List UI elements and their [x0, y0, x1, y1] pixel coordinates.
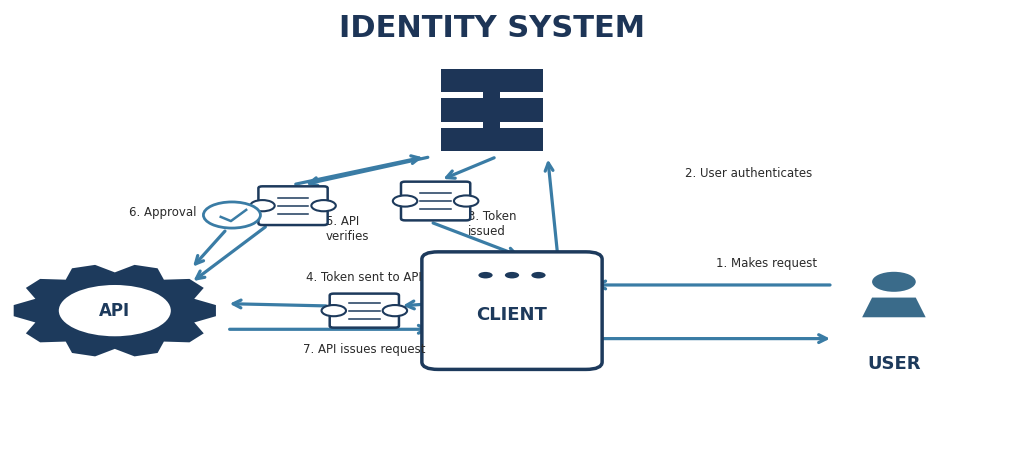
Circle shape: [204, 202, 260, 228]
Circle shape: [322, 305, 346, 316]
Circle shape: [531, 272, 546, 278]
FancyBboxPatch shape: [483, 93, 500, 98]
Circle shape: [393, 195, 418, 207]
Circle shape: [250, 200, 274, 211]
Polygon shape: [13, 265, 216, 356]
FancyBboxPatch shape: [258, 186, 328, 225]
FancyBboxPatch shape: [440, 98, 543, 122]
FancyBboxPatch shape: [483, 122, 500, 128]
Text: USER: USER: [867, 355, 921, 373]
FancyBboxPatch shape: [401, 182, 470, 220]
Circle shape: [505, 272, 519, 278]
FancyBboxPatch shape: [330, 294, 399, 328]
Polygon shape: [862, 297, 926, 317]
Circle shape: [454, 195, 478, 207]
Circle shape: [383, 305, 408, 316]
Text: API: API: [99, 302, 130, 320]
Circle shape: [872, 272, 915, 292]
Circle shape: [58, 285, 171, 336]
Text: 3. Token
issued: 3. Token issued: [468, 211, 517, 238]
FancyBboxPatch shape: [422, 252, 602, 370]
FancyBboxPatch shape: [440, 69, 543, 93]
Text: 5. API
verifies: 5. API verifies: [326, 215, 369, 243]
Text: IDENTITY SYSTEM: IDENTITY SYSTEM: [339, 15, 645, 43]
Text: 2. User authenticates: 2. User authenticates: [685, 167, 812, 179]
Circle shape: [478, 272, 493, 278]
Text: 4. Token sent to API: 4. Token sent to API: [306, 270, 422, 284]
Text: 1. Makes request: 1. Makes request: [717, 258, 817, 270]
Text: CLIENT: CLIENT: [476, 306, 548, 324]
FancyBboxPatch shape: [440, 128, 543, 151]
Text: 7. API issues request: 7. API issues request: [303, 343, 426, 356]
Circle shape: [311, 200, 336, 211]
Text: 6. Approval: 6. Approval: [129, 206, 197, 219]
